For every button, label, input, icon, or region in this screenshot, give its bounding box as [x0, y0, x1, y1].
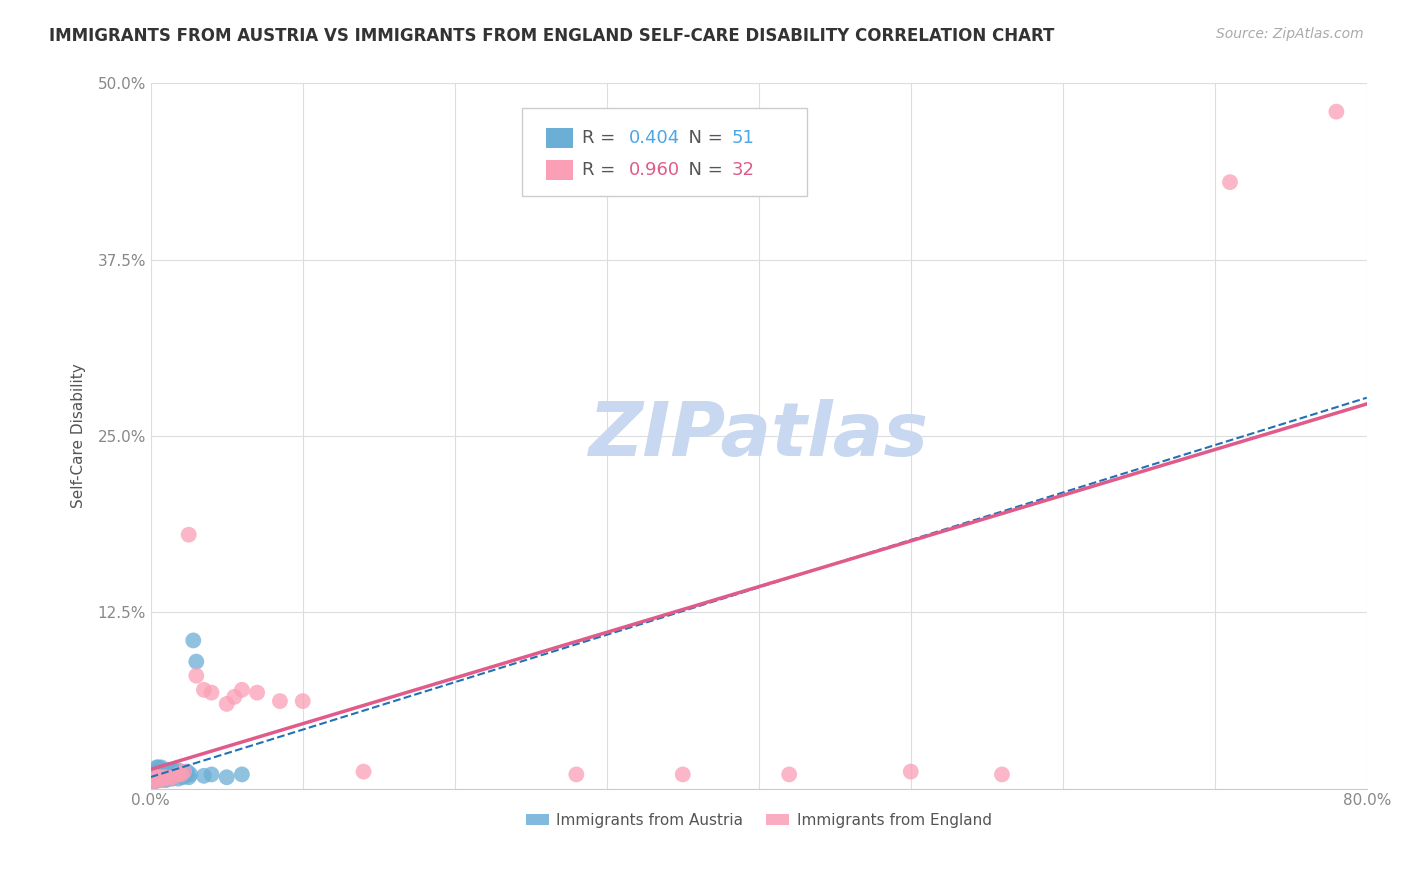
Point	[146, 773, 169, 788]
Text: 32: 32	[733, 161, 755, 179]
Y-axis label: Self-Care Disability: Self-Care Disability	[72, 364, 86, 508]
Point	[148, 767, 170, 781]
Point	[565, 767, 588, 781]
Point	[1219, 175, 1241, 189]
Point	[152, 772, 174, 786]
Point	[155, 773, 177, 788]
Point	[150, 773, 173, 788]
Text: IMMIGRANTS FROM AUSTRIA VS IMMIGRANTS FROM ENGLAND SELF-CARE DISABILITY CORRELAT: IMMIGRANTS FROM AUSTRIA VS IMMIGRANTS FR…	[49, 27, 1054, 45]
Point	[160, 772, 183, 786]
Point	[157, 772, 180, 786]
Point	[169, 769, 191, 783]
Point	[143, 764, 166, 779]
Point	[155, 770, 177, 784]
Point	[142, 773, 165, 788]
Point	[193, 769, 215, 783]
Point	[146, 773, 169, 788]
Point	[177, 770, 200, 784]
FancyBboxPatch shape	[546, 161, 572, 180]
Point	[269, 694, 291, 708]
Point	[148, 770, 170, 784]
Point	[143, 774, 166, 789]
Point	[152, 772, 174, 786]
Point	[143, 770, 166, 784]
Point	[162, 763, 184, 777]
Point	[170, 767, 193, 781]
Point	[149, 773, 172, 788]
Text: N =: N =	[678, 128, 728, 146]
Point	[157, 772, 180, 786]
Text: 0.960: 0.960	[628, 161, 679, 179]
Point	[162, 770, 184, 784]
Point	[186, 655, 208, 669]
Point	[900, 764, 922, 779]
Point	[162, 770, 184, 784]
Point	[150, 770, 173, 784]
Text: 51: 51	[733, 128, 755, 146]
Point	[200, 685, 222, 699]
Point	[186, 669, 208, 683]
Text: R =: R =	[582, 128, 621, 146]
Text: ZIPatlas: ZIPatlas	[589, 400, 929, 473]
Point	[172, 770, 194, 784]
Point	[142, 767, 165, 781]
Point	[200, 767, 222, 781]
FancyBboxPatch shape	[546, 128, 572, 147]
Point	[159, 763, 181, 777]
Point	[163, 769, 186, 783]
Point	[156, 763, 179, 777]
Point	[153, 770, 176, 784]
FancyBboxPatch shape	[522, 108, 807, 196]
Point	[148, 760, 170, 774]
Point	[160, 764, 183, 779]
Point	[179, 767, 201, 781]
Point	[156, 770, 179, 784]
Point	[991, 767, 1014, 781]
Point	[150, 760, 173, 774]
Point	[193, 682, 215, 697]
Point	[159, 770, 181, 784]
Point	[173, 764, 195, 779]
Text: Source: ZipAtlas.com: Source: ZipAtlas.com	[1216, 27, 1364, 41]
Point	[166, 767, 188, 781]
Point	[176, 764, 198, 779]
Point	[291, 694, 314, 708]
Point	[150, 767, 173, 781]
Point	[167, 767, 190, 781]
Point	[215, 697, 238, 711]
Point	[177, 527, 200, 541]
Point	[141, 774, 163, 789]
Point	[246, 685, 269, 699]
Point	[146, 767, 169, 781]
Point	[224, 690, 246, 704]
Text: 0.404: 0.404	[628, 128, 681, 146]
Point	[231, 682, 253, 697]
Point	[142, 770, 165, 784]
Point	[153, 763, 176, 777]
Point	[155, 766, 177, 780]
Point	[174, 769, 197, 783]
Point	[143, 770, 166, 784]
Point	[152, 764, 174, 779]
Point	[167, 763, 190, 777]
Point	[146, 760, 169, 774]
Point	[778, 767, 800, 781]
Point	[148, 772, 170, 786]
Point	[170, 767, 193, 781]
Point	[141, 776, 163, 790]
Text: N =: N =	[678, 161, 728, 179]
Point	[1326, 104, 1348, 119]
Point	[173, 766, 195, 780]
Point	[157, 764, 180, 779]
Point	[231, 767, 253, 781]
Text: R =: R =	[582, 161, 621, 179]
Point	[353, 764, 375, 779]
Point	[672, 767, 695, 781]
Legend: Immigrants from Austria, Immigrants from England: Immigrants from Austria, Immigrants from…	[520, 806, 998, 834]
Point	[167, 772, 190, 786]
Point	[215, 770, 238, 784]
Point	[181, 633, 204, 648]
Point	[149, 770, 172, 784]
Point	[149, 764, 172, 779]
